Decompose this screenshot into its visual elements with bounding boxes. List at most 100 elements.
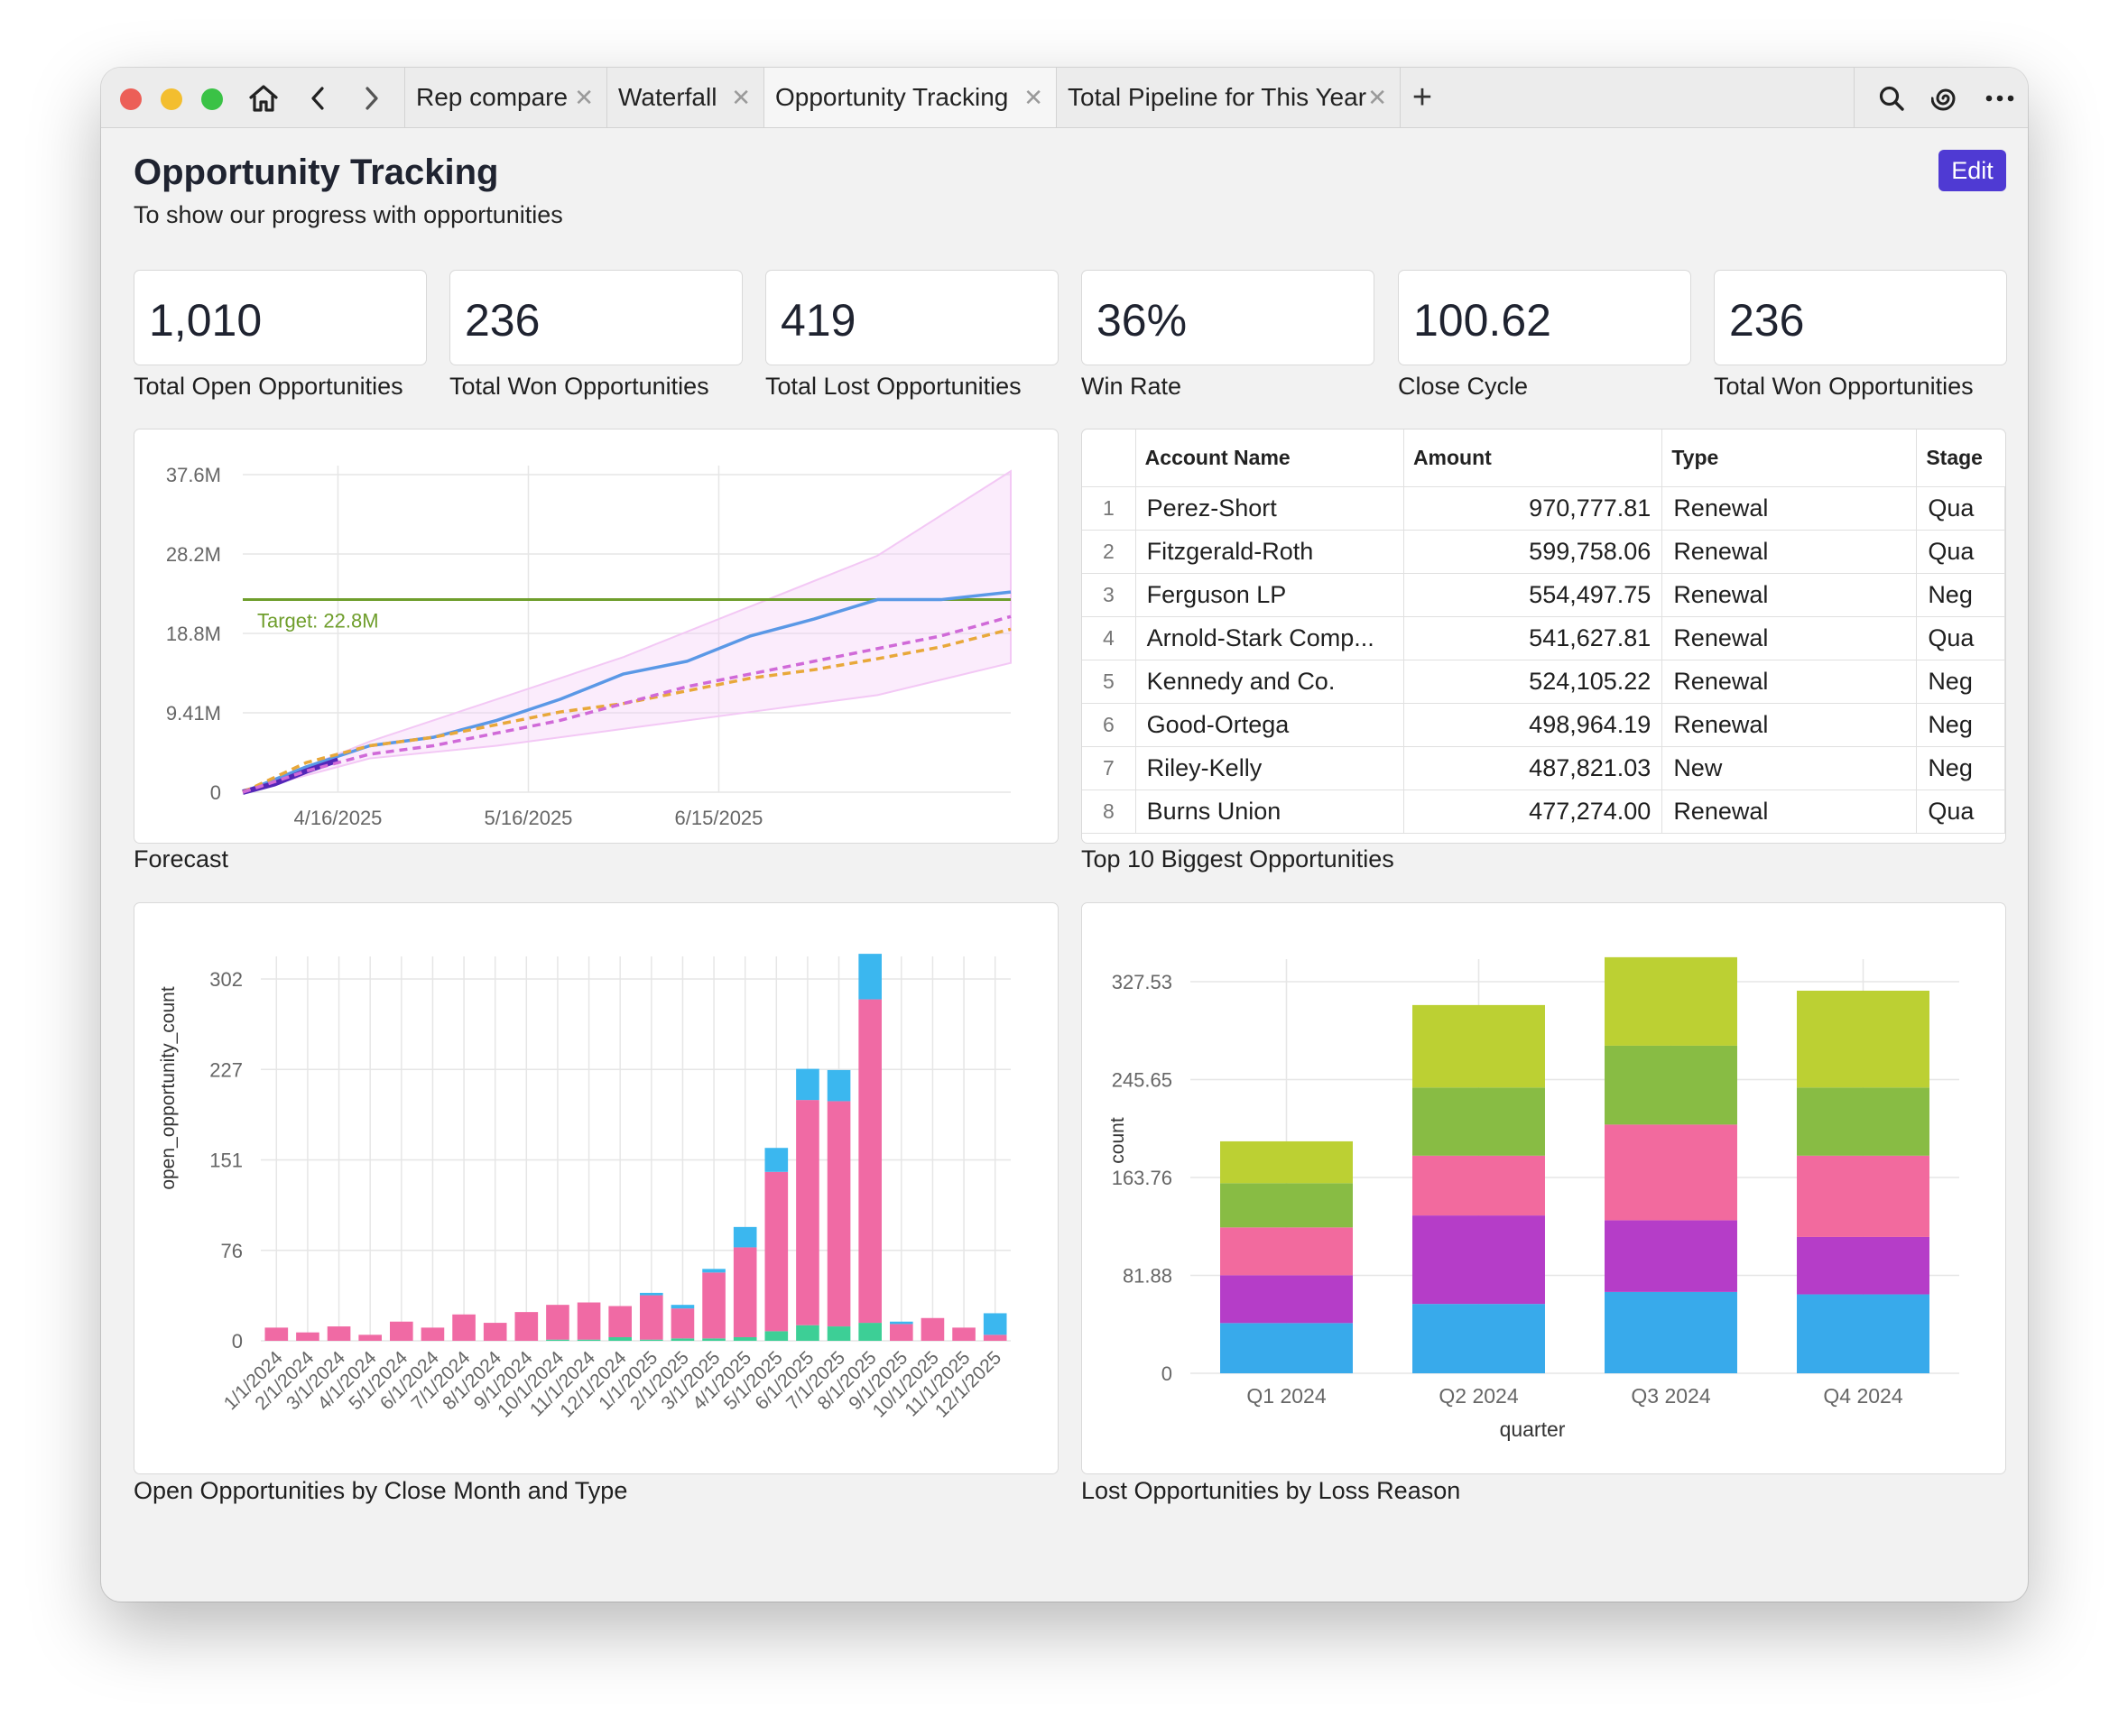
bar-segment — [983, 1334, 1007, 1341]
table-header-row: Account Name Amount Type Stage — [1082, 429, 2005, 487]
amount-cell: 970,777.81 — [1403, 486, 1663, 531]
type-cell: Renewal — [1661, 616, 1918, 660]
tab-rep-compare[interactable]: Rep compare ✕ — [404, 68, 606, 127]
bar-segment — [827, 1069, 851, 1102]
close-tab-icon[interactable]: ✕ — [1367, 84, 1387, 111]
kpi-card[interactable]: 1,010 — [134, 270, 427, 365]
bar-segment — [733, 1337, 757, 1341]
bar-segment — [827, 1326, 851, 1341]
lost-opps-card[interactable]: 0 81.88 163.76 245.65 327.53 Q1 2024 Q2 2024 Q… — [1081, 902, 2006, 1474]
kpi-value: 100.62 — [1413, 295, 1551, 346]
table-row[interactable]: 8 Burns Union 477,274.00 Renewal Qua — [1082, 790, 2005, 834]
top10-table-card[interactable]: Account Name Amount Type Stage 1 Perez-Sh… — [1081, 429, 2006, 844]
account-name-cell: Kennedy and Co. — [1135, 660, 1404, 704]
row-index: 8 — [1082, 790, 1136, 834]
bar-segment — [796, 1325, 819, 1341]
lost-opps-chart[interactable]: 0 81.88 163.76 245.65 327.53 Q1 2024 Q2 2024 Q… — [1082, 903, 2006, 1474]
spiral-icon[interactable] — [1930, 83, 1961, 114]
tab-bar: Rep compare ✕ Waterfall ✕ Opportunity Tr… — [101, 68, 2028, 128]
forecast-confidence-band — [242, 469, 1012, 793]
edit-button[interactable]: Edit — [1938, 150, 2006, 191]
kpi-card[interactable]: 100.62 — [1398, 270, 1691, 365]
account-name-cell: Perez-Short — [1135, 486, 1404, 531]
stage-cell: Qua — [1916, 486, 2005, 531]
more-options-icon[interactable] — [1985, 83, 2015, 114]
table-row[interactable]: 2 Fitzgerald-Roth 599,758.06 Renewal Qua — [1082, 530, 2005, 574]
x-tick-label: 4/16/2025 — [294, 807, 383, 829]
minimize-window-button[interactable] — [161, 88, 182, 110]
forecast-title: Forecast — [134, 845, 229, 873]
column-header-stage[interactable]: Stage — [1916, 429, 2005, 487]
amount-cell: 498,964.19 — [1403, 703, 1663, 747]
bar-segment — [1605, 1124, 1737, 1221]
back-icon[interactable] — [300, 80, 336, 116]
column-header-account[interactable]: Account Name — [1135, 429, 1404, 487]
bar-segment — [452, 1314, 476, 1341]
kpi-label: Total Won Opportunities — [1714, 373, 1974, 400]
kpi-card[interactable]: 36% — [1081, 270, 1374, 365]
close-tab-icon[interactable]: ✕ — [1023, 84, 1043, 111]
type-cell: Renewal — [1661, 486, 1918, 531]
stage-cell: Qua — [1916, 790, 2005, 834]
kpi-value: 236 — [465, 295, 541, 346]
tab-total-pipeline[interactable]: Total Pipeline for This Year ✕ — [1056, 68, 1401, 127]
tab-waterfall[interactable]: Waterfall ✕ — [606, 68, 763, 127]
y-tick-label: 37.6M — [166, 464, 221, 486]
maximize-window-button[interactable] — [201, 88, 223, 110]
bar-segment — [702, 1269, 726, 1273]
lost-opps-title: Lost Opportunities by Loss Reason — [1081, 1477, 1461, 1504]
home-icon[interactable] — [245, 80, 282, 116]
kpi-value: 36% — [1096, 295, 1188, 346]
bar-segment — [983, 1313, 1007, 1335]
close-tab-icon[interactable]: ✕ — [574, 84, 594, 111]
bar-segment — [764, 1148, 789, 1172]
stage-cell: Neg — [1916, 573, 2005, 617]
table-row[interactable]: 7 Riley-Kelly 487,821.03 New Neg — [1082, 746, 2005, 790]
search-icon[interactable] — [1876, 83, 1907, 114]
bar-segment — [514, 1312, 539, 1341]
bar-segment — [577, 1302, 601, 1340]
close-tab-icon[interactable]: ✕ — [731, 84, 751, 111]
column-header-type[interactable]: Type — [1661, 429, 1918, 487]
table-row[interactable]: 6 Good-Ortega 498,964.19 Renewal Neg — [1082, 703, 2005, 747]
y-axis-label: count — [1107, 1117, 1128, 1164]
bar-segment — [1605, 1291, 1737, 1373]
column-header-amount[interactable]: Amount — [1403, 429, 1663, 487]
table-row[interactable]: 4 Arnold-Stark Comp... 541,627.81 Renewal Qu… — [1082, 616, 2005, 660]
kpi-card[interactable]: 236 — [449, 270, 743, 365]
bar-segment — [1605, 1220, 1737, 1292]
bar-segment — [327, 1326, 351, 1341]
bar-segment — [1220, 1275, 1353, 1324]
x-tick-label: Q4 2024 — [1823, 1384, 1902, 1408]
tab-opportunity-tracking[interactable]: Opportunity Tracking ✕ — [763, 68, 1056, 127]
bar-segment — [671, 1338, 695, 1341]
bar-segment — [640, 1339, 663, 1341]
forecast-chart[interactable]: Target: 22.8M 0 9.41M 18.8M 28.2M 37.6M 4/16… — [134, 429, 1059, 844]
table-row[interactable]: 3 Ferguson LP 554,497.75 Renewal Neg — [1082, 573, 2005, 617]
bar-segment — [858, 954, 882, 1000]
bar-segment — [1797, 990, 1929, 1088]
forecast-card[interactable]: Target: 22.8M 0 9.41M 18.8M 28.2M 37.6M 4/16… — [134, 429, 1059, 844]
y-tick-label: 0 — [1161, 1362, 1172, 1385]
kpi-card[interactable]: 236 — [1714, 270, 2007, 365]
kpi-card[interactable]: 419 — [765, 270, 1059, 365]
bar-segment — [1605, 956, 1737, 1046]
amount-cell: 554,497.75 — [1403, 573, 1663, 617]
table-row[interactable]: 5 Kennedy and Co. 524,105.22 Renewal Neg — [1082, 660, 2005, 704]
row-index: 4 — [1082, 616, 1136, 660]
forward-icon[interactable] — [354, 80, 390, 116]
bar-segment — [546, 1305, 569, 1340]
y-tick-label: 0 — [232, 1330, 243, 1353]
account-name-cell: Riley-Kelly — [1135, 746, 1404, 790]
bar-segment — [640, 1295, 663, 1340]
bar-segment — [1797, 1294, 1929, 1373]
new-tab-icon[interactable]: + — [1411, 78, 1433, 116]
row-index-header — [1082, 429, 1136, 487]
bar-segment — [733, 1226, 757, 1248]
table-row[interactable]: 1 Perez-Short 970,777.81 Renewal Qua — [1082, 486, 2005, 531]
open-opps-card[interactable]: 0 76 151 227 302 1/1/2024 2/1/2024 3/1/2024 4/1… — [134, 902, 1059, 1474]
tab-label: Opportunity Tracking — [775, 83, 1009, 111]
tab-label: Waterfall — [618, 83, 717, 111]
close-window-button[interactable] — [120, 88, 142, 110]
